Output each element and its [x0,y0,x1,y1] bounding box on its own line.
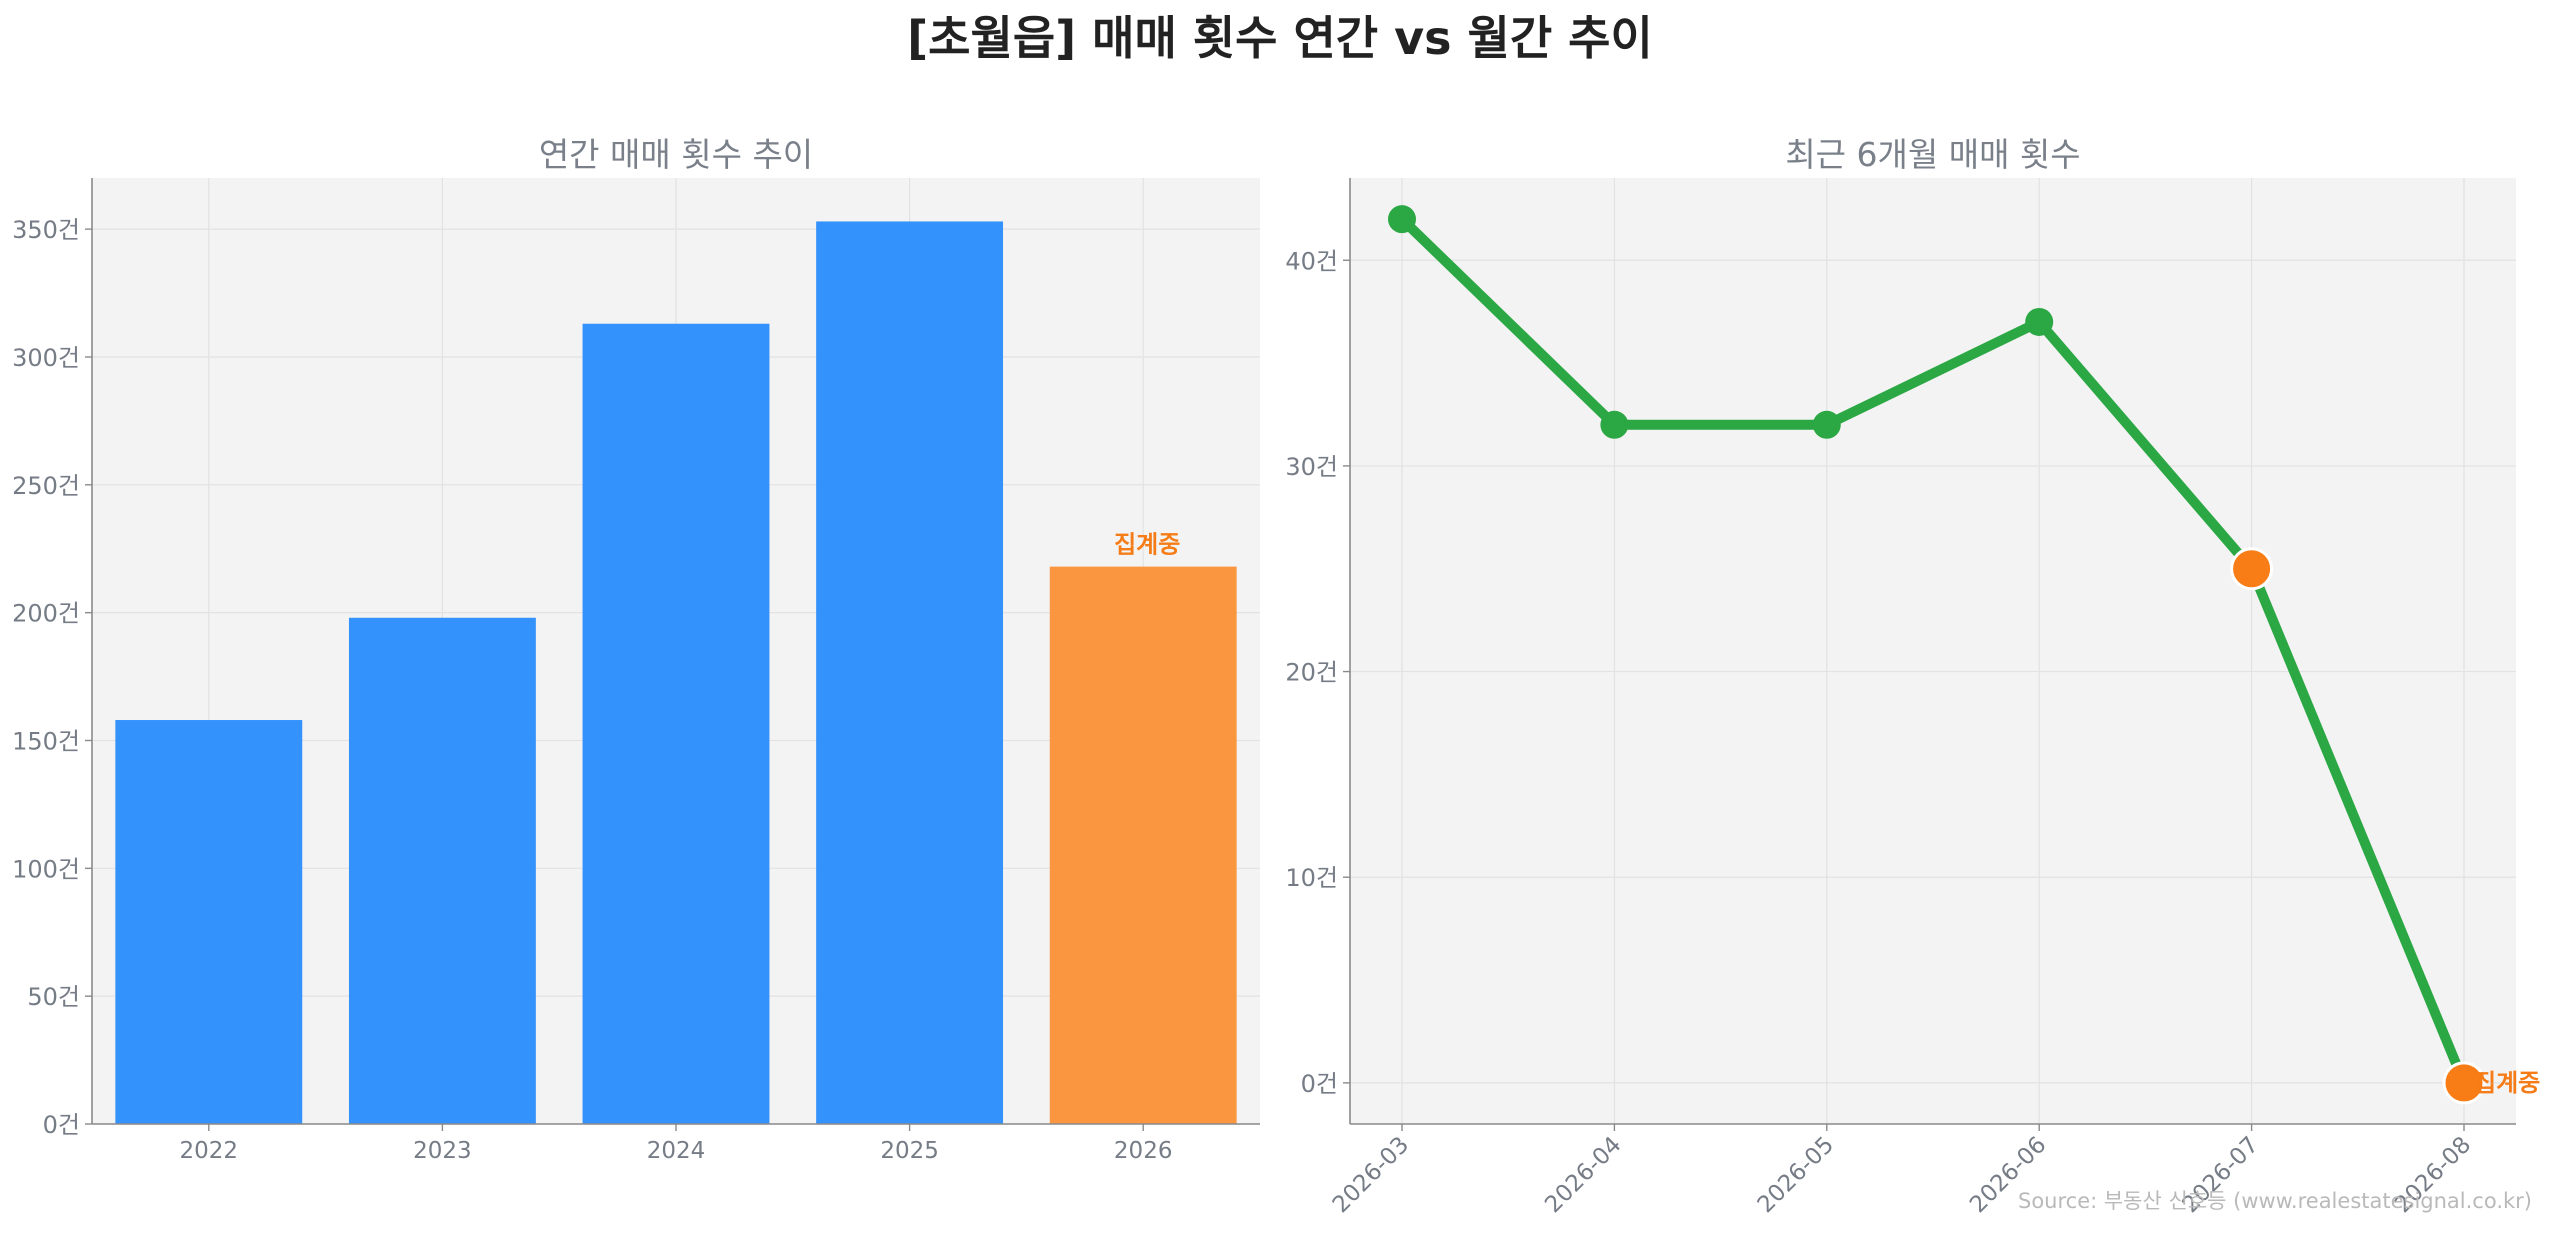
bar-x-tick-label: 2023 [413,1138,472,1164]
line-plot-area [1350,178,2516,1124]
bar-y-tick-label: 200건 [12,600,80,628]
bar-2025 [816,221,1004,1125]
line-x-tick-label: 2026-04 [1540,1132,1626,1218]
bar-2026 [1049,566,1237,1124]
line-x-tick-label: 2026-05 [1753,1132,1839,1218]
line-point-2026-05 [1812,410,1841,439]
line-y-tick-label: 10건 [1285,864,1338,892]
line-y-tick-label: 0건 [1301,1070,1338,1098]
source-note: Source: 부동산 신호등 (www.realestatesignal.co… [2017,1189,2532,1213]
line-annotation-label: 집계중 [2474,1069,2540,1097]
line-series-path [1397,214,2469,1088]
line-y-tick-label: 30건 [1285,453,1338,481]
bar-y-tick-label: 150건 [12,727,80,755]
line-point-2026-07 [2230,547,2274,591]
line-point-2026-06 [2025,307,2054,336]
line-y-tick-label: 40건 [1285,247,1338,275]
bar-annotation-label: 집계중 [1114,531,1180,559]
bar-x-tick-label: 2024 [647,1138,706,1164]
bar-y-tick-label: 0건 [43,1111,80,1139]
line-point-2026-08 [2442,1061,2486,1105]
bar-y-tick-label: 100건 [12,855,80,883]
line-point-2026-04 [1600,410,1629,439]
figure-title: [초월읍] 매매 횟수 연간 vs 월간 추이 [907,11,1653,65]
line-x-tick-label: 2026-03 [1328,1132,1414,1218]
bar-chart-title: 연간 매매 횟수 추이 [539,135,813,174]
line-y-tick-label: 20건 [1285,659,1338,687]
bar-x-tick-label: 2026 [1114,1138,1173,1164]
line-chart-title: 최근 6개월 매매 횟수 [1785,135,2080,174]
bar-2024 [582,323,770,1125]
bar-y-tick-label: 250건 [12,472,80,500]
bar-2022 [115,720,303,1124]
bar-x-tick-label: 2025 [880,1138,939,1164]
line-point-2026-03 [1388,205,1416,234]
bar-2023 [348,617,536,1124]
bar-y-tick-label: 50건 [27,983,80,1011]
bar-y-tick-label: 300건 [12,344,80,372]
bar-y-tick-label: 350건 [12,216,80,244]
bar-x-tick-label: 2022 [180,1138,239,1164]
